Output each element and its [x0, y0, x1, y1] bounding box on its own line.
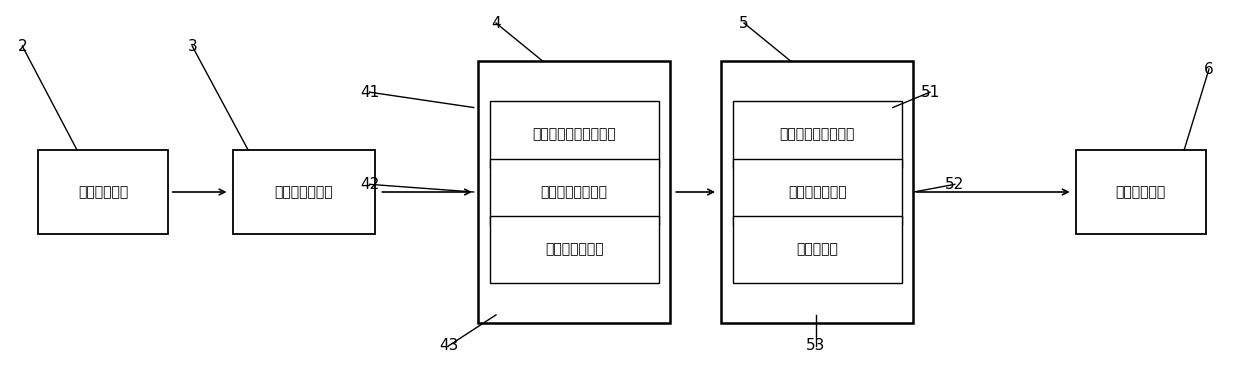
- Text: 41: 41: [360, 84, 379, 100]
- Text: 图像采集模块: 图像采集模块: [78, 185, 128, 199]
- Bar: [490, 101, 658, 168]
- Text: 4: 4: [491, 15, 501, 31]
- Text: 52: 52: [945, 177, 965, 192]
- Bar: [1076, 150, 1205, 234]
- Bar: [490, 159, 658, 225]
- Text: 42: 42: [360, 177, 379, 192]
- Text: 连通域分析子模块: 连通域分析子模块: [541, 185, 608, 199]
- Text: 计数显示模块: 计数显示模块: [1116, 185, 1166, 199]
- Bar: [733, 159, 901, 225]
- Text: 6: 6: [1204, 61, 1214, 77]
- Text: 5: 5: [739, 15, 749, 31]
- Text: 自适应阙値分割子模块: 自适应阙値分割子模块: [532, 127, 616, 142]
- Bar: [38, 150, 169, 234]
- Bar: [479, 61, 670, 323]
- Bar: [722, 61, 913, 323]
- Text: 51: 51: [920, 84, 940, 100]
- Text: 坐标建立子模块: 坐标建立子模块: [787, 185, 847, 199]
- Bar: [733, 101, 901, 168]
- Bar: [233, 150, 374, 234]
- Text: 43: 43: [439, 338, 459, 353]
- Text: 53: 53: [806, 338, 826, 353]
- Bar: [733, 216, 901, 283]
- Text: 2: 2: [17, 38, 27, 54]
- Text: 3: 3: [187, 38, 197, 54]
- Text: 图像预处理模块: 图像预处理模块: [274, 185, 334, 199]
- Text: 漫水填充子模块: 漫水填充子模块: [544, 242, 604, 257]
- Text: 运动目标检测子模块: 运动目标检测子模块: [780, 127, 854, 142]
- Text: 计数子模块: 计数子模块: [796, 242, 838, 257]
- Bar: [490, 216, 658, 283]
